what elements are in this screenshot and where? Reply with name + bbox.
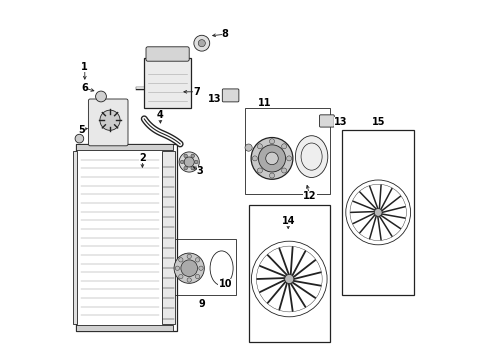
- Text: 13: 13: [334, 117, 347, 127]
- Circle shape: [174, 253, 204, 283]
- Text: 10: 10: [219, 279, 232, 289]
- Circle shape: [257, 168, 263, 173]
- Circle shape: [258, 145, 286, 172]
- FancyBboxPatch shape: [222, 89, 239, 102]
- Circle shape: [374, 208, 382, 216]
- Bar: [144, 58, 191, 108]
- Text: 8: 8: [222, 29, 229, 39]
- Circle shape: [191, 154, 195, 158]
- Text: 13: 13: [208, 94, 221, 104]
- Bar: [248, 205, 330, 342]
- Circle shape: [175, 266, 179, 270]
- Circle shape: [100, 110, 120, 130]
- Circle shape: [179, 152, 199, 172]
- Bar: [76, 144, 176, 331]
- Text: 2: 2: [139, 153, 146, 163]
- Circle shape: [196, 258, 200, 262]
- Circle shape: [96, 91, 106, 102]
- Circle shape: [257, 144, 263, 149]
- Text: 3: 3: [196, 166, 203, 176]
- Bar: [76, 325, 173, 331]
- Text: 1: 1: [81, 62, 88, 72]
- Bar: [245, 108, 330, 194]
- Circle shape: [282, 144, 287, 149]
- Circle shape: [285, 274, 294, 284]
- Circle shape: [180, 160, 184, 164]
- Circle shape: [245, 144, 252, 151]
- Text: 4: 4: [157, 110, 164, 120]
- Text: 9: 9: [198, 299, 205, 309]
- Circle shape: [181, 260, 197, 276]
- Bar: [162, 151, 175, 324]
- Circle shape: [184, 166, 188, 170]
- Circle shape: [75, 134, 84, 143]
- Text: 15: 15: [371, 117, 385, 127]
- Circle shape: [191, 166, 195, 170]
- Circle shape: [196, 274, 200, 279]
- Text: 14: 14: [281, 216, 295, 226]
- Circle shape: [266, 152, 278, 165]
- Circle shape: [187, 254, 192, 258]
- Bar: [342, 130, 414, 295]
- Text: 6: 6: [81, 83, 88, 93]
- Ellipse shape: [295, 136, 328, 177]
- Text: 11: 11: [258, 98, 271, 108]
- Circle shape: [194, 35, 210, 51]
- Circle shape: [282, 168, 287, 173]
- Circle shape: [287, 156, 292, 161]
- FancyBboxPatch shape: [319, 115, 334, 127]
- Circle shape: [179, 258, 183, 262]
- Bar: [76, 144, 173, 150]
- Circle shape: [252, 156, 257, 161]
- Circle shape: [179, 274, 183, 279]
- Circle shape: [195, 160, 198, 164]
- Text: 5: 5: [78, 125, 85, 135]
- Circle shape: [199, 266, 203, 270]
- Circle shape: [198, 40, 205, 47]
- Circle shape: [187, 278, 192, 282]
- FancyBboxPatch shape: [88, 99, 128, 146]
- Circle shape: [251, 138, 293, 179]
- Circle shape: [184, 157, 194, 167]
- Text: 12: 12: [303, 191, 317, 201]
- Circle shape: [184, 154, 188, 158]
- Circle shape: [270, 173, 274, 178]
- FancyBboxPatch shape: [146, 47, 189, 61]
- Circle shape: [270, 139, 274, 144]
- Text: 7: 7: [193, 87, 200, 97]
- Bar: [170, 239, 236, 295]
- Bar: [73, 151, 76, 324]
